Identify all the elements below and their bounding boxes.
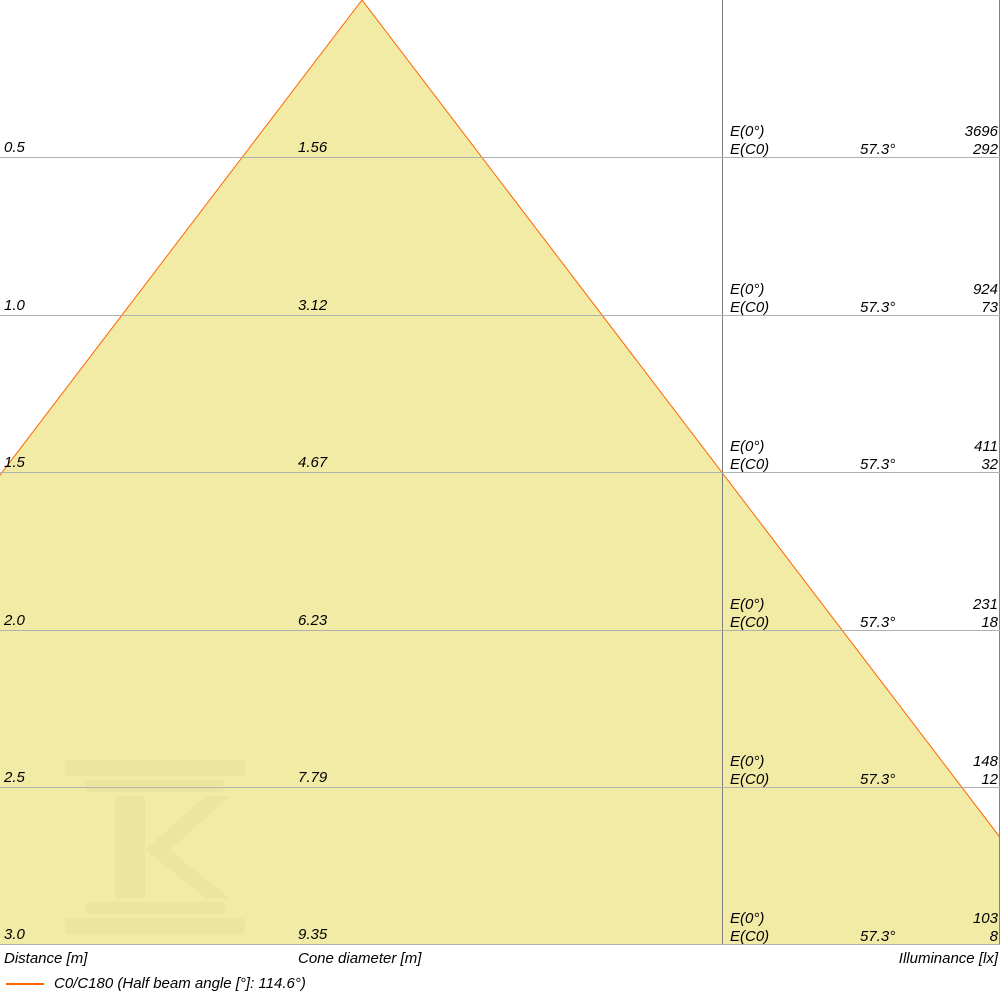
e0-label: E(0°) — [730, 123, 764, 140]
ec0-angle: 57.3° — [860, 614, 895, 631]
distance-value: 1.0 — [4, 297, 25, 314]
ec0-label: E(C0) — [730, 614, 769, 631]
ec0-angle: 57.3° — [860, 928, 895, 945]
distance-value: 3.0 — [4, 926, 25, 943]
ec0-angle: 57.3° — [860, 771, 895, 788]
e0-label: E(0°) — [730, 753, 764, 770]
ec0-label: E(C0) — [730, 456, 769, 473]
ec0-angle: 57.3° — [860, 299, 895, 316]
e0-value: 231 — [973, 596, 998, 613]
e0-label: E(0°) — [730, 438, 764, 455]
distance-value: 2.0 — [4, 612, 25, 629]
cone-diameter-value: 9.35 — [298, 926, 327, 943]
ec0-label: E(C0) — [730, 928, 769, 945]
ec0-value: 292 — [973, 141, 998, 158]
legend: C0/C180 (Half beam angle [°]: 114.6°) — [6, 975, 306, 992]
gridline — [0, 944, 1000, 945]
gridline — [0, 315, 1000, 316]
distance-axis-label: Distance [m] — [4, 950, 87, 967]
legend-swatch-icon — [6, 983, 44, 985]
gridline — [0, 472, 1000, 473]
e0-value: 103 — [973, 910, 998, 927]
ec0-angle: 57.3° — [860, 141, 895, 158]
e0-label: E(0°) — [730, 596, 764, 613]
e0-value: 411 — [974, 438, 998, 455]
ec0-label: E(C0) — [730, 299, 769, 316]
legend-text: C0/C180 (Half beam angle [°]: 114.6°) — [54, 975, 306, 992]
cone-diameter-value: 4.67 — [298, 454, 327, 471]
illuminance-axis-label: Illuminance [lx] — [899, 950, 998, 967]
e0-value: 3696 — [965, 123, 998, 140]
distance-value: 0.5 — [4, 139, 25, 156]
ec0-value: 8 — [990, 928, 998, 945]
gridline — [0, 787, 1000, 788]
cone-diameter-value: 1.56 — [298, 139, 327, 156]
ec0-value: 32 — [981, 456, 998, 473]
cone-diameter-value: 6.23 — [298, 612, 327, 629]
ec0-value: 73 — [981, 299, 998, 316]
cone-diameter-value: 3.12 — [298, 297, 327, 314]
distance-value: 1.5 — [4, 454, 25, 471]
distance-value: 2.5 — [4, 769, 25, 786]
gridline — [0, 630, 1000, 631]
ec0-label: E(C0) — [730, 141, 769, 158]
light-cone-diagram: 0.5 1.56 E(0°) 3696 E(C0) 57.3° 292 1.0 3.12 E(0°… — [0, 0, 1000, 1000]
ec0-label: E(C0) — [730, 771, 769, 788]
e0-value: 148 — [973, 753, 998, 770]
e0-label: E(0°) — [730, 910, 764, 927]
e0-value: 924 — [973, 281, 998, 298]
cone-diameter-value: 7.79 — [298, 769, 327, 786]
ec0-value: 18 — [981, 614, 998, 631]
gridline — [0, 157, 1000, 158]
chart-area: 0.5 1.56 E(0°) 3696 E(C0) 57.3° 292 1.0 3.12 E(0°… — [0, 0, 1000, 945]
e0-label: E(0°) — [730, 281, 764, 298]
ec0-value: 12 — [981, 771, 998, 788]
ec0-angle: 57.3° — [860, 456, 895, 473]
diameter-axis-label: Cone diameter [m] — [298, 950, 421, 967]
